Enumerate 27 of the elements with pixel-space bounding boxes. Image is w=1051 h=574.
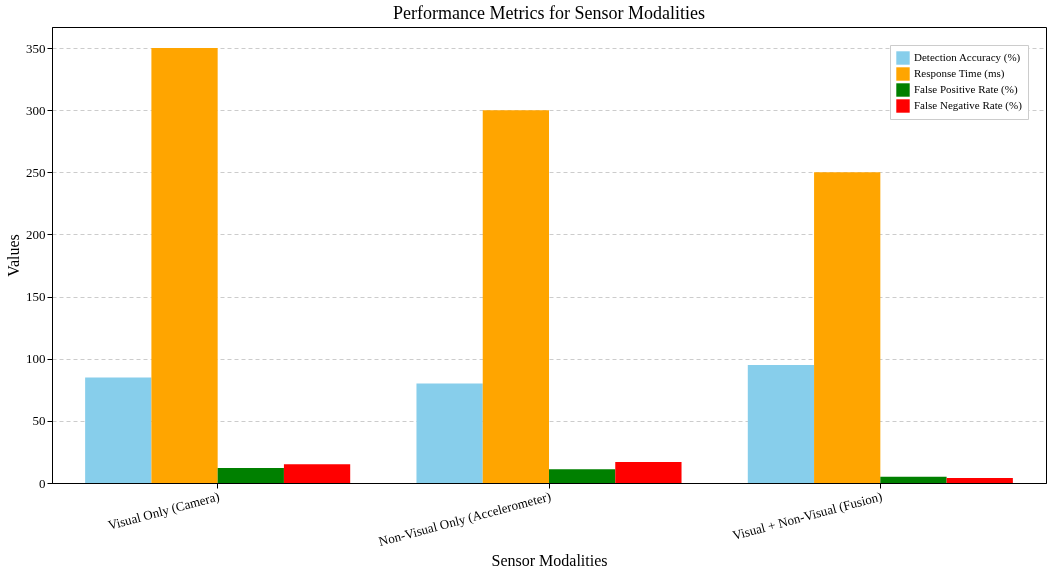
chart-title: Performance Metrics for Sensor Modalities xyxy=(393,3,705,23)
y-tick-label: 150 xyxy=(26,289,46,305)
y-tick-label: 0 xyxy=(39,475,46,491)
legend-label: False Negative Rate (%) xyxy=(914,99,1023,112)
bar xyxy=(416,383,483,483)
bar xyxy=(946,478,1013,483)
legend-label: False Positive Rate (%) xyxy=(914,83,1018,96)
bar xyxy=(880,476,947,483)
y-tick-label: 250 xyxy=(26,164,46,180)
bar xyxy=(747,364,815,483)
y-tick-label: 300 xyxy=(26,102,46,118)
y-tick-label: 50 xyxy=(32,413,46,429)
bar xyxy=(482,110,549,483)
y-tick-label: 100 xyxy=(26,351,46,367)
bar xyxy=(151,48,218,483)
legend-label: Response Time (ms) xyxy=(914,67,1005,80)
bar xyxy=(85,377,152,483)
bar xyxy=(615,461,682,483)
bar xyxy=(549,469,616,483)
y-axis-title: Values xyxy=(5,234,22,277)
bar xyxy=(283,464,351,483)
x-axis-title: Sensor Modalities xyxy=(491,552,608,570)
y-tick-label: 350 xyxy=(26,40,46,56)
bar xyxy=(217,468,284,483)
y-tick-label: 200 xyxy=(26,227,46,242)
legend-label: Detection Accuracy (%) xyxy=(914,51,1021,64)
bar xyxy=(814,172,881,483)
